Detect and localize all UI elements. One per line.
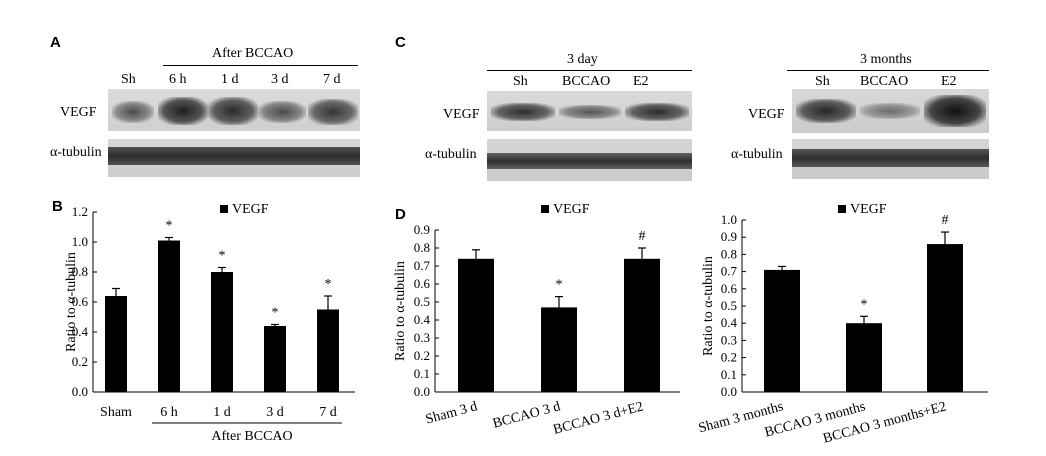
y-tick-label: 0.7 [414,258,431,273]
panel-a-group-label: After BCCAO [212,46,294,61]
panel-c-left-group-line [487,70,692,71]
panel-letter-a: A [50,34,61,51]
bar [317,309,339,392]
y-tick-label: 0.3 [414,330,430,345]
panel-a-lane-sh: Sh [121,72,136,87]
panel-a-vegf-blot [108,89,360,131]
legend-label: VEGF [232,202,269,217]
panel-a-row-vegf: VEGF [60,105,97,120]
panel-c-right-tubulin-blot [792,139,989,179]
legend-label: VEGF [850,202,887,217]
x-tick-label: Sham [100,405,132,420]
y-tick-label: 0.5 [721,298,737,313]
significance-marker: # [639,229,646,244]
panel-c-right-lane-bccao: BCCAO [860,74,909,89]
panel-a-row-tubulin: α-tubulin [50,145,102,160]
significance-marker: * [325,277,332,292]
bar [158,240,180,392]
y-tick-label: 0.0 [414,384,430,399]
panel-letter-c: C [395,34,406,51]
y-tick-label: 0.4 [721,315,738,330]
y-tick-label: 0.2 [414,348,430,363]
bar [927,244,963,392]
panel-a-lane-7d: 7 d [323,72,341,87]
panel-c-left-lane-sh: Sh [513,74,528,89]
panel-c-left-row-vegf: VEGF [443,107,480,122]
bar [846,323,882,392]
y-tick-label: 0.8 [414,240,430,255]
significance-marker: # [942,213,949,228]
bar [541,307,577,392]
y-tick-label: 1.0 [72,234,88,249]
panel-c-right-lane-e2: E2 [941,74,957,89]
legend-swatch [220,205,228,213]
bar [264,326,286,392]
y-axis-label: Ratio to α-tubulin [64,252,79,352]
x-tick-label: 1 d [213,405,231,420]
bar [105,296,127,392]
panel-a-lane-6h: 6 h [169,72,187,87]
panel-c-left-row-tubulin: α-tubulin [425,147,477,162]
panel-c-right-group-line [787,70,989,71]
y-tick-label: 0.6 [72,294,89,309]
y-tick-label: 0.6 [414,276,431,291]
y-tick-label: 0.2 [721,350,737,365]
panel-c-right-row-vegf: VEGF [748,107,785,122]
y-tick-label: 0.0 [72,384,88,399]
y-tick-label: 0.8 [721,246,737,261]
y-tick-label: 0.8 [72,264,88,279]
x-tick-label: 6 h [160,405,178,420]
panel-c-left-vegf-blot [487,91,692,131]
y-axis-label: Ratio to α-tubulin [393,261,408,361]
y-tick-label: 0.1 [721,367,737,382]
significance-marker: * [861,297,868,312]
panel-c-right-vegf-blot [792,89,989,133]
y-tick-label: 0.9 [721,229,737,244]
panel-c-left-tubulin-blot [487,139,692,181]
bar [624,258,660,392]
bar [211,272,233,392]
y-tick-label: 0.4 [414,312,431,327]
y-tick-label: 0.9 [414,222,430,237]
significance-marker: * [556,278,563,293]
legend-label: VEGF [553,202,590,217]
panel-c-left-lane-e2: E2 [633,74,649,89]
bar [458,258,494,392]
panel-letter-b: B [52,198,63,215]
y-tick-label: 0.1 [414,366,430,381]
y-tick-label: 0.7 [721,264,738,279]
panel-c-right-lane-sh: Sh [815,74,830,89]
panel-letter-d: D [395,206,406,223]
significance-marker: * [166,219,173,234]
y-tick-label: 0.4 [72,324,89,339]
y-tick-label: 0.2 [72,354,88,369]
y-tick-label: 1.2 [72,204,88,219]
y-tick-label: 1.0 [721,212,737,227]
panel-a-lane-3d: 3 d [271,72,289,87]
y-axis-label: Ratio to α-tubulin [701,256,716,356]
significance-marker: * [219,249,226,264]
panel-a-group-line [163,65,358,66]
y-tick-label: 0.3 [721,332,737,347]
panel-c-right-group-label: 3 months [860,52,912,67]
panel-c-left-group-label: 3 day [567,52,598,67]
bar [764,269,800,392]
panel-a-tubulin-blot [108,139,360,177]
legend-swatch [541,205,549,213]
panel-c-left-lane-bccao: BCCAO [562,74,611,89]
group-label: After BCCAO [211,429,292,444]
x-tick-label: 3 d [266,405,284,420]
panel-c-right-row-tubulin: α-tubulin [731,147,783,162]
x-tick-label: 7 d [319,405,337,420]
y-tick-label: 0.0 [721,384,737,399]
y-tick-label: 0.6 [721,281,738,296]
significance-marker: * [272,306,279,321]
y-tick-label: 0.5 [414,294,430,309]
legend-swatch [838,205,846,213]
panel-a-lane-1d: 1 d [221,72,239,87]
